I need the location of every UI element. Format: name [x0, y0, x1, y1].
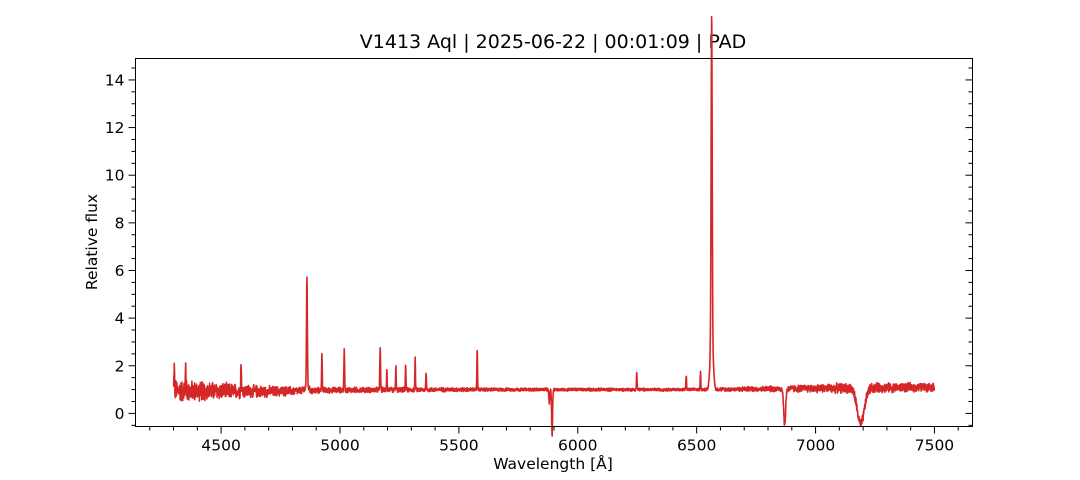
spectrum-line	[172, 15, 936, 437]
x-axis-label: Wavelength [Å]	[493, 454, 613, 473]
x-tick-label: 7000	[796, 437, 835, 455]
y-tick-label: 10	[105, 167, 125, 185]
y-tick-label: 2	[115, 357, 125, 375]
x-tick-label: 4500	[201, 437, 240, 455]
y-tick-label: 4	[115, 310, 125, 328]
x-tick-label: 5500	[439, 437, 478, 455]
y-tick-label: 8	[115, 214, 125, 232]
chart-title: V1413 Aql | 2025-06-22 | 00:01:09 | PAD	[360, 31, 746, 53]
y-tick-label: 6	[115, 262, 125, 280]
x-tick-label: 6500	[677, 437, 716, 455]
x-tick-label: 5000	[320, 437, 359, 455]
y-tick-label: 0	[115, 405, 125, 423]
x-tick-label: 7500	[915, 437, 954, 455]
plot-layer: 4500 5000 5500 6000 6500 7000 7500 0 2 4 6 8 10 12 14	[105, 15, 973, 455]
y-axis-label: Relative flux	[83, 194, 101, 290]
y-tick-label: 14	[105, 71, 125, 89]
y-tick-label: 12	[105, 119, 125, 137]
plot-frame	[135, 58, 973, 427]
x-tick-label: 6000	[558, 437, 597, 455]
